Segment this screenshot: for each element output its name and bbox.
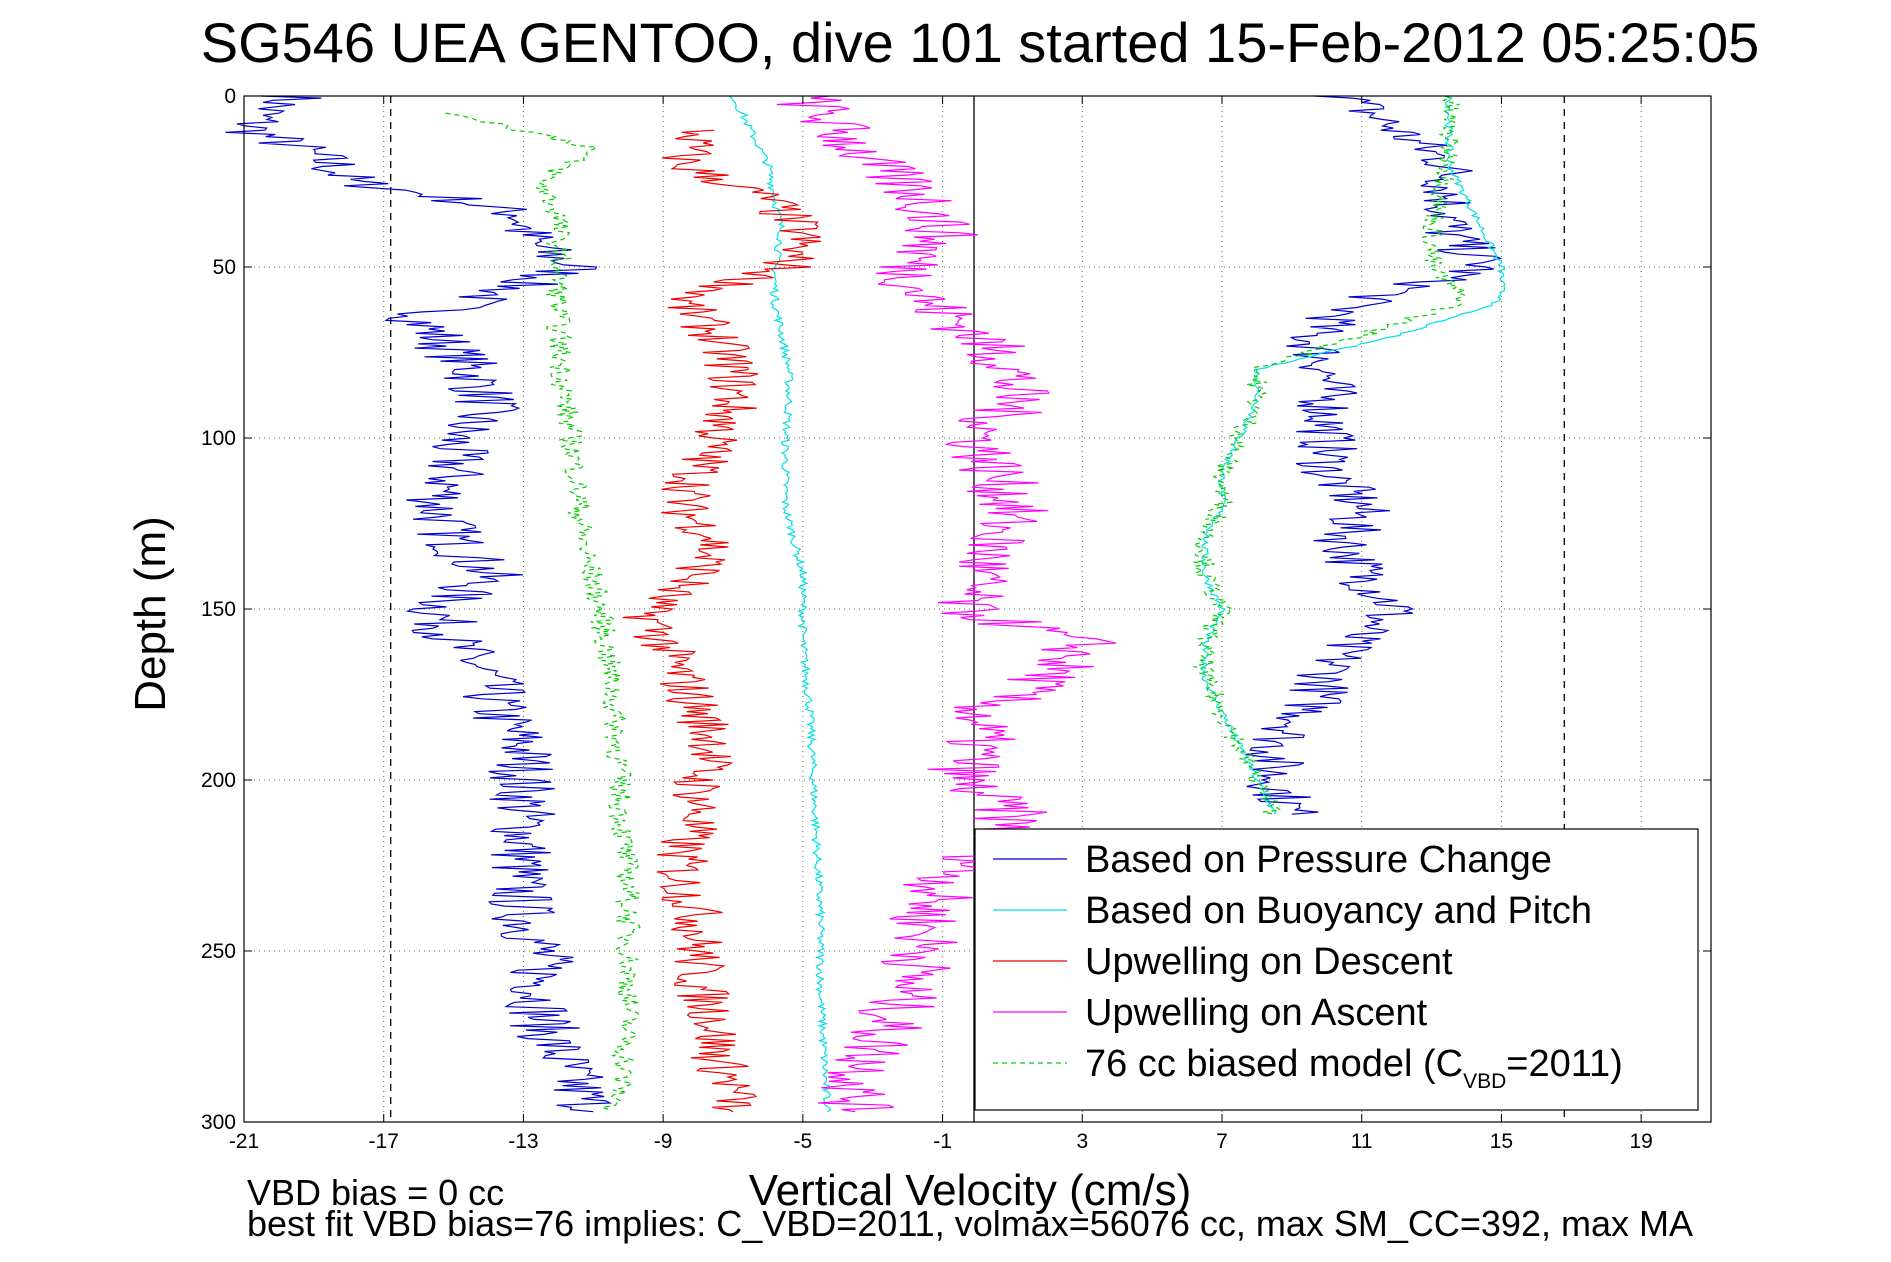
series-lines — [225, 95, 1506, 1113]
reference-lines — [390, 96, 1565, 1122]
x-tick-label-3: -9 — [654, 1130, 673, 1153]
series-line-4 — [445, 112, 641, 1113]
y-tick-label-0: 0 — [224, 85, 236, 108]
legend-entry-0: Based on Pressure Change — [1085, 839, 1552, 881]
series-line-ascent-4 — [1191, 95, 1466, 815]
x-tick-label-4: -5 — [794, 1130, 813, 1153]
legend-entry-3: Upwelling on Ascent — [1085, 992, 1428, 1034]
x-tick-label-9: 15 — [1490, 1130, 1513, 1153]
series-line-3 — [776, 95, 1117, 1113]
legend-entry-tail-4: =2011) — [1506, 1043, 1623, 1085]
x-tick-label-2: -13 — [508, 1130, 538, 1153]
x-tick-label-5: -1 — [933, 1130, 952, 1153]
legend-entry-1: Based on Buoyancy and Pitch — [1085, 890, 1592, 932]
legend-entry-main-4: 76 cc biased model (C — [1085, 1043, 1463, 1085]
y-tick-label-1: 50 — [213, 256, 236, 279]
y-axis-label: Depth (m) — [126, 516, 175, 712]
y-tick-label-2: 100 — [201, 427, 236, 450]
x-tick-label-0: -21 — [229, 1130, 259, 1153]
y-tick-label-3: 150 — [201, 598, 236, 621]
legend-entry-4: 76 cc biased model (CVBD=2011) — [1085, 1043, 1623, 1093]
x-tick-label-7: 7 — [1216, 1130, 1228, 1153]
legend-box — [974, 828, 1699, 1111]
legend-entry-2: Upwelling on Descent — [1085, 941, 1453, 983]
series-line-0 — [225, 95, 613, 1113]
series-line-1 — [728, 95, 832, 1113]
y-tick-label-5: 250 — [201, 940, 236, 963]
series-line-ascent-1 — [1199, 95, 1506, 815]
y-tick-label-4: 200 — [201, 769, 236, 792]
x-tick-label-10: 19 — [1629, 1130, 1652, 1153]
best-fit-note: best fit VBD bias=76 implies: C_VBD=2011… — [247, 1203, 1693, 1244]
y-axis-ticks: 0 50 100 150 200 250 300 — [201, 85, 1711, 1134]
legend: Based on Pressure Change Based on Buoyanc… — [974, 828, 1699, 1111]
chart-title: SG546 UEA GENTOO, dive 101 started 15-Fe… — [201, 11, 1760, 74]
x-tick-label-1: -17 — [369, 1130, 399, 1153]
x-axis-ticks: -21 -17 -13 -9 -5 -1 3 7 11 15 19 — [229, 96, 1653, 1153]
y-tick-label-6: 300 — [201, 1111, 236, 1134]
series-line-2 — [622, 129, 821, 1113]
series-line-ascent-0 — [1245, 95, 1503, 815]
x-tick-label-6: 3 — [1076, 1130, 1088, 1153]
vbd-bias-note: VBD bias = 0 cc — [247, 1172, 505, 1213]
x-tick-label-8: 11 — [1351, 1130, 1373, 1153]
legend-entry-sub-4: VBD — [1463, 1070, 1506, 1093]
x-axis-label: Vertical Velocity (cm/s) — [749, 1166, 1192, 1215]
